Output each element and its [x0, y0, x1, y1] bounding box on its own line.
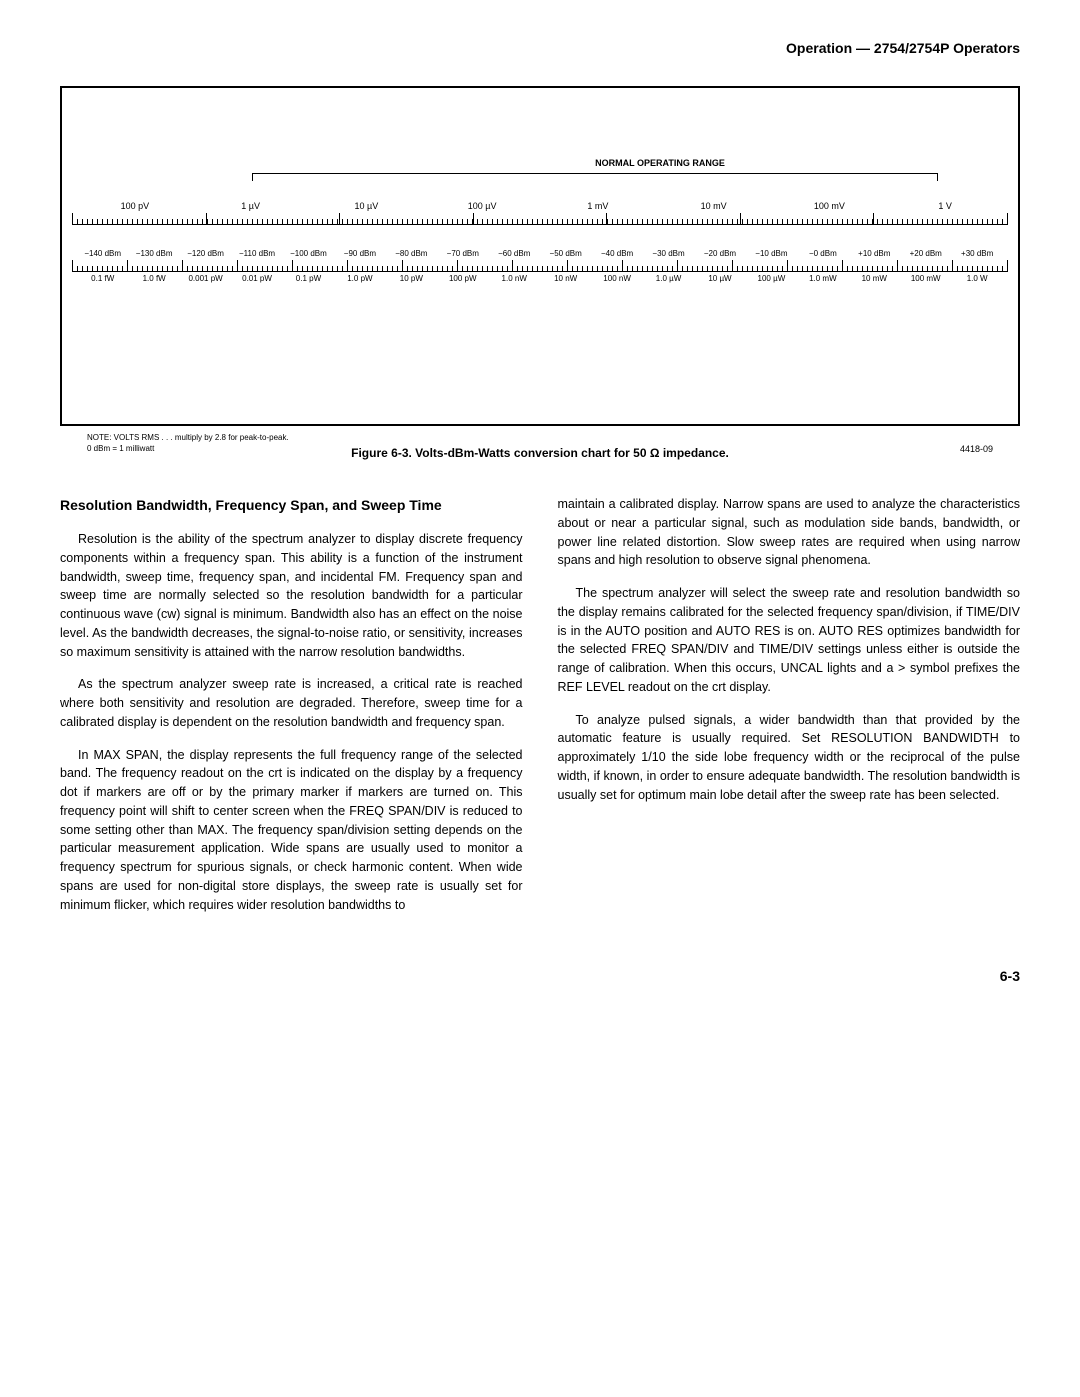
- body-columns: Resolution Bandwidth, Frequency Span, an…: [60, 495, 1020, 928]
- volts-scale-row: 100 pV1 µV10 µV100 µV1 mV10 mV100 mV1 V: [72, 201, 1008, 225]
- dbm-scale-labels: −140 dBm−130 dBm−120 dBm−110 dBm−100 dBm…: [72, 249, 1008, 258]
- scale-label: −30 dBm: [643, 249, 694, 258]
- scale-label: 1.0 mW: [797, 274, 848, 283]
- scale-label: −110 dBm: [231, 249, 282, 258]
- scale-label: −80 dBm: [386, 249, 437, 258]
- chart-note-line2: 0 dBm = 1 milliwatt: [87, 444, 289, 454]
- volts-scale-ticks: [72, 213, 1008, 225]
- scale-label: −0 dBm: [797, 249, 848, 258]
- chart-note: NOTE: VOLTS RMS . . . multiply by 2.8 fo…: [87, 433, 289, 454]
- scale-label: 100 nW: [591, 274, 642, 283]
- column-right: maintain a calibrated display. Narrow sp…: [558, 495, 1021, 928]
- scale-label: 1 µV: [193, 201, 309, 211]
- scale-label: −10 dBm: [746, 249, 797, 258]
- scale-label: 100 pW: [437, 274, 488, 283]
- scale-label: −60 dBm: [489, 249, 540, 258]
- scale-label: 1 V: [887, 201, 1003, 211]
- paragraph: Resolution is the ability of the spectru…: [60, 530, 523, 661]
- scale-label: 10 µW: [694, 274, 745, 283]
- scale-label: 100 µV: [424, 201, 540, 211]
- scale-label: −40 dBm: [591, 249, 642, 258]
- page-number: 6-3: [60, 968, 1020, 984]
- chart-note-line1: NOTE: VOLTS RMS . . . multiply by 2.8 fo…: [87, 433, 289, 443]
- scale-label: 0.01 pW: [231, 274, 282, 283]
- column-left: Resolution Bandwidth, Frequency Span, an…: [60, 495, 523, 928]
- scale-label: +10 dBm: [849, 249, 900, 258]
- section-heading: Resolution Bandwidth, Frequency Span, an…: [60, 495, 523, 516]
- scale-label: −90 dBm: [334, 249, 385, 258]
- paragraph: The spectrum analyzer will select the sw…: [558, 584, 1021, 697]
- scale-label: +30 dBm: [951, 249, 1002, 258]
- scale-label: 10 mW: [849, 274, 900, 283]
- scale-label: −130 dBm: [128, 249, 179, 258]
- scale-label: −120 dBm: [180, 249, 231, 258]
- scale-label: 1.0 µW: [643, 274, 694, 283]
- scale-label: 100 pV: [77, 201, 193, 211]
- scale-label: 10 pW: [386, 274, 437, 283]
- scale-label: 0.001 pW: [180, 274, 231, 283]
- operating-range-bracket: [252, 173, 938, 181]
- page-header: Operation — 2754/2754P Operators: [60, 40, 1020, 56]
- scale-label: 0.1 pW: [283, 274, 334, 283]
- scale-label: 1.0 pW: [334, 274, 385, 283]
- watts-scale-labels: 0.1 fW1.0 fW0.001 pW0.01 pW0.1 pW1.0 pW1…: [72, 274, 1008, 283]
- scale-label: −50 dBm: [540, 249, 591, 258]
- dbm-scale-ticks: [72, 260, 1008, 272]
- paragraph: In MAX SPAN, the display represents the …: [60, 746, 523, 915]
- scale-label: −20 dBm: [694, 249, 745, 258]
- scale-label: −140 dBm: [77, 249, 128, 258]
- scale-label: 1 mV: [540, 201, 656, 211]
- paragraph: As the spectrum analyzer sweep rate is i…: [60, 675, 523, 731]
- scale-label: −100 dBm: [283, 249, 334, 258]
- dbm-watts-scale-row: −140 dBm−130 dBm−120 dBm−110 dBm−100 dBm…: [72, 249, 1008, 283]
- scale-label: 1.0 nW: [489, 274, 540, 283]
- scale-label: 10 nW: [540, 274, 591, 283]
- paragraph: maintain a calibrated display. Narrow sp…: [558, 495, 1021, 570]
- scale-label: 100 µW: [746, 274, 797, 283]
- scale-label: −70 dBm: [437, 249, 488, 258]
- chart-id: 4418-09: [960, 444, 993, 454]
- conversion-chart: NORMAL OPERATING RANGE 100 pV1 µV10 µV10…: [60, 86, 1020, 426]
- scale-label: 100 mV: [772, 201, 888, 211]
- paragraph: To analyze pulsed signals, a wider bandw…: [558, 711, 1021, 805]
- scale-label: 10 µV: [309, 201, 425, 211]
- scale-label: 1.0 W: [951, 274, 1002, 283]
- scale-label: 10 mV: [656, 201, 772, 211]
- volts-scale-labels: 100 pV1 µV10 µV100 µV1 mV10 mV100 mV1 V: [72, 201, 1008, 211]
- scale-label: 1.0 fW: [128, 274, 179, 283]
- scale-label: +20 dBm: [900, 249, 951, 258]
- operating-range-label: NORMAL OPERATING RANGE: [312, 158, 1008, 168]
- scale-label: 100 mW: [900, 274, 951, 283]
- scale-label: 0.1 fW: [77, 274, 128, 283]
